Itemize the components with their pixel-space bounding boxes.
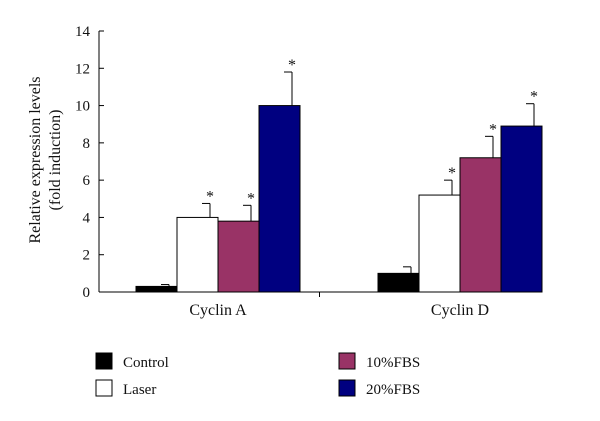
significance-marker: * [448, 165, 456, 182]
y-axis-title: Relative expression levels (fold inducti… [27, 76, 64, 243]
significance-marker: * [247, 190, 255, 207]
bar [135, 285, 178, 293]
legend-label: Laser [123, 382, 156, 398]
bar [176, 216, 219, 293]
y-tick-label: 8 [83, 136, 91, 152]
bar [459, 157, 502, 293]
y-axis-ticks: 0 2 4 6 8 10 12 14 [75, 24, 104, 301]
legend-swatch [338, 352, 356, 370]
y-tick-label: 2 [83, 248, 91, 264]
bar [217, 220, 260, 293]
category-label: Cyclin D [431, 302, 489, 319]
significance-marker: * [530, 89, 538, 106]
significance-marker: * [489, 121, 497, 138]
y-tick-label: 0 [83, 285, 91, 301]
legend-swatch [338, 379, 356, 397]
significance-marker: * [206, 188, 214, 205]
legend-label: Control [123, 355, 169, 371]
y-tick-label: 14 [75, 24, 91, 40]
legend-swatch [95, 352, 113, 370]
bars: * * * * * * [135, 57, 543, 293]
axes [98, 31, 540, 297]
bar [258, 105, 301, 293]
legend-swatch [95, 379, 113, 397]
bar [418, 194, 461, 293]
legend-label: 10%FBS [366, 355, 420, 371]
bar [377, 272, 420, 293]
y-axis-title-line-1: Relative expression levels [27, 76, 44, 243]
y-tick-label: 6 [83, 173, 91, 189]
y-tick-label: 4 [83, 210, 91, 226]
y-tick-label: 12 [75, 61, 90, 77]
legend-label: 20%FBS [366, 382, 420, 398]
bar [500, 125, 543, 293]
significance-marker: * [288, 57, 296, 74]
legend: Control Laser 10%FBS 20%FBS [95, 352, 420, 398]
y-axis-title-line-2: (fold induction) [47, 110, 64, 211]
y-tick-label: 10 [75, 99, 90, 115]
category-label: Cyclin A [189, 302, 247, 319]
category-labels: Cyclin A Cyclin D [189, 302, 489, 319]
